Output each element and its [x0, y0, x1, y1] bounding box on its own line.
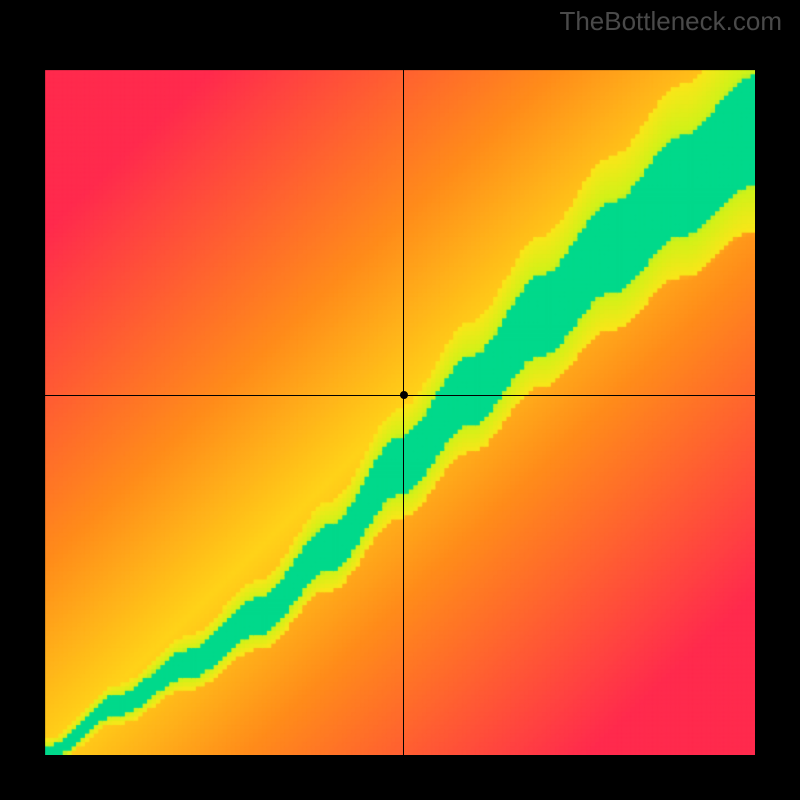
heatmap-canvas: [0, 0, 800, 800]
chart-container: { "watermark": "TheBottleneck.com", "wat…: [0, 0, 800, 800]
watermark-text: TheBottleneck.com: [559, 6, 782, 37]
crosshair-vertical: [403, 70, 404, 755]
crosshair-point: [400, 391, 408, 399]
